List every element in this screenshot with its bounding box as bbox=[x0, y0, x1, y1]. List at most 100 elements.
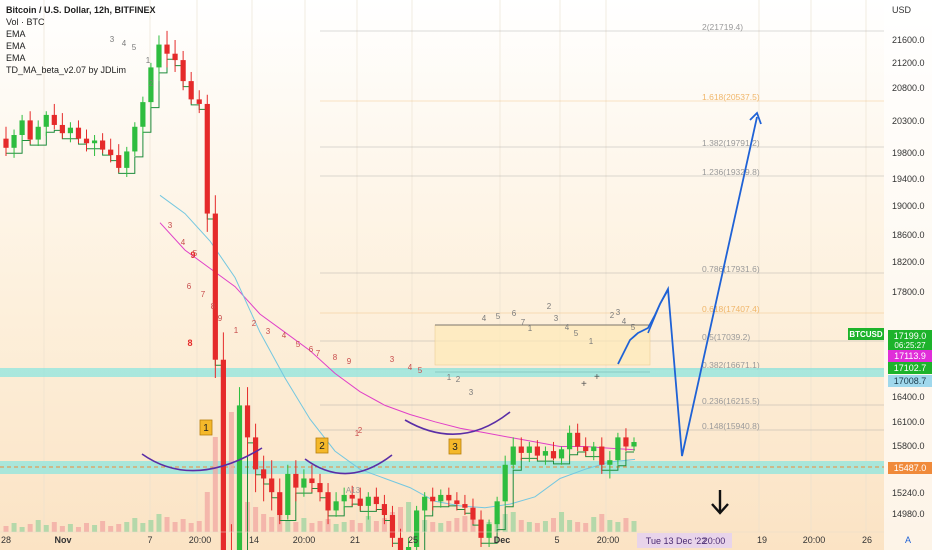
fib-label: 0.618(17407.4) bbox=[702, 304, 760, 314]
volume-bar bbox=[59, 526, 65, 532]
time-tick: 7 bbox=[147, 535, 152, 545]
volume-bar bbox=[108, 526, 114, 532]
volume-bar bbox=[11, 523, 17, 532]
td-count-label: 4 bbox=[181, 238, 186, 247]
td-count-label: 1 bbox=[447, 373, 452, 382]
volume-bar bbox=[333, 524, 339, 532]
volume-bar bbox=[599, 514, 605, 532]
candle-body bbox=[438, 494, 444, 502]
volume-bar bbox=[550, 518, 556, 532]
fib-label: 0.5(17039.2) bbox=[702, 332, 750, 342]
support-band-upper bbox=[0, 368, 884, 377]
legend-td-ma[interactable]: TD_MA_beta_v2.07 by JDLim bbox=[6, 65, 127, 75]
candle-body bbox=[550, 451, 557, 459]
legend-ema-1[interactable]: EMA bbox=[6, 29, 26, 39]
volume-bar bbox=[446, 521, 452, 532]
td-count-label: 7 bbox=[201, 290, 206, 299]
td-count-label: 4 bbox=[408, 363, 413, 372]
ema-magenta-price-label: 17113.9 bbox=[894, 351, 926, 361]
td-count-label: 8 bbox=[333, 353, 338, 362]
volume-bar bbox=[317, 521, 323, 532]
td-count-label: 2 bbox=[149, 79, 154, 88]
candle-body bbox=[405, 546, 412, 550]
candle-body bbox=[35, 126, 41, 140]
price-tick: 20800.0 bbox=[892, 83, 925, 93]
td-count-label: 5 bbox=[418, 366, 423, 375]
candle-body bbox=[43, 114, 49, 127]
volume-bar bbox=[398, 507, 404, 532]
time-tick: Dec bbox=[494, 535, 511, 545]
legend-ema-2[interactable]: EMA bbox=[6, 41, 26, 51]
last-price-label: 17199.0 bbox=[894, 331, 927, 341]
fib-label: 1.618(20537.5) bbox=[702, 92, 760, 102]
price-tick: 15240.0 bbox=[892, 488, 925, 498]
td-count-label: 2 bbox=[252, 319, 257, 328]
candle-body bbox=[196, 99, 202, 104]
pattern-label-2: 2 bbox=[319, 441, 325, 452]
candle-body bbox=[470, 507, 476, 520]
td-count-label: 1 bbox=[234, 326, 239, 335]
legend-volume[interactable]: Vol · BTC bbox=[6, 17, 45, 27]
candle-body bbox=[277, 492, 283, 516]
candle-body bbox=[3, 138, 9, 148]
candle-body bbox=[623, 437, 629, 447]
volume-bar bbox=[27, 524, 33, 532]
candle-body bbox=[341, 494, 347, 502]
volume-bar bbox=[341, 522, 347, 532]
candle-body bbox=[446, 494, 452, 501]
td-count-label: 5 bbox=[193, 249, 198, 258]
candle-body bbox=[124, 151, 130, 168]
candle-body bbox=[252, 437, 259, 470]
td-count-label: 4 bbox=[622, 317, 627, 326]
td-count-label: 3 bbox=[110, 35, 115, 44]
candle-body bbox=[156, 44, 162, 68]
projection-zigzag bbox=[647, 289, 669, 334]
volume-bar bbox=[357, 523, 363, 532]
volume-bar bbox=[518, 520, 524, 532]
volume-bar bbox=[188, 523, 194, 532]
td-count-label: 6 bbox=[512, 309, 517, 318]
legend-ema-3[interactable]: EMA bbox=[6, 53, 26, 63]
td-count-label: 4 bbox=[482, 314, 487, 323]
candle-body bbox=[244, 405, 251, 438]
volume-bar bbox=[43, 525, 49, 532]
candle-body bbox=[615, 437, 621, 461]
ema-green-price-tag bbox=[888, 362, 932, 374]
candle-body bbox=[534, 446, 540, 456]
td-count-label: 5 bbox=[296, 340, 301, 349]
candle-body bbox=[285, 473, 291, 516]
candle-body bbox=[381, 504, 388, 516]
td-count-label: 5 bbox=[574, 329, 579, 338]
volume-bar bbox=[462, 516, 468, 532]
ema-line-2 bbox=[159, 194, 636, 509]
time-tick: 26 bbox=[862, 535, 872, 545]
td-count-label: 5 bbox=[496, 312, 501, 321]
crosshair-time-tag bbox=[637, 533, 732, 548]
time-tick: 20:00 bbox=[803, 535, 826, 545]
candle-body bbox=[486, 524, 492, 538]
volume-bar bbox=[301, 518, 307, 532]
volume-bar bbox=[51, 522, 57, 532]
consolidation-box bbox=[434, 324, 651, 366]
price-tick: 18600.0 bbox=[892, 230, 925, 240]
td-count-label: 3 bbox=[390, 355, 395, 364]
price-tick: 21600.0 bbox=[892, 35, 925, 45]
td-count-label: 3 bbox=[616, 308, 621, 317]
candle-body bbox=[478, 519, 484, 538]
td-count-8-red: 8 bbox=[187, 338, 192, 348]
volume-bar bbox=[116, 524, 122, 532]
volume-bar bbox=[19, 527, 25, 532]
fib-label: 0.382(16671.1) bbox=[702, 360, 760, 370]
auto-scale-button: A bbox=[905, 535, 911, 545]
candle-body bbox=[148, 67, 154, 103]
support-price-tag bbox=[888, 462, 932, 474]
time-tick: Nov bbox=[54, 535, 71, 545]
volume-bar bbox=[269, 517, 275, 532]
volume-bar bbox=[454, 518, 460, 532]
last-price-tag bbox=[888, 330, 932, 350]
candle-body bbox=[67, 127, 74, 134]
cross-marker: + bbox=[581, 379, 587, 390]
